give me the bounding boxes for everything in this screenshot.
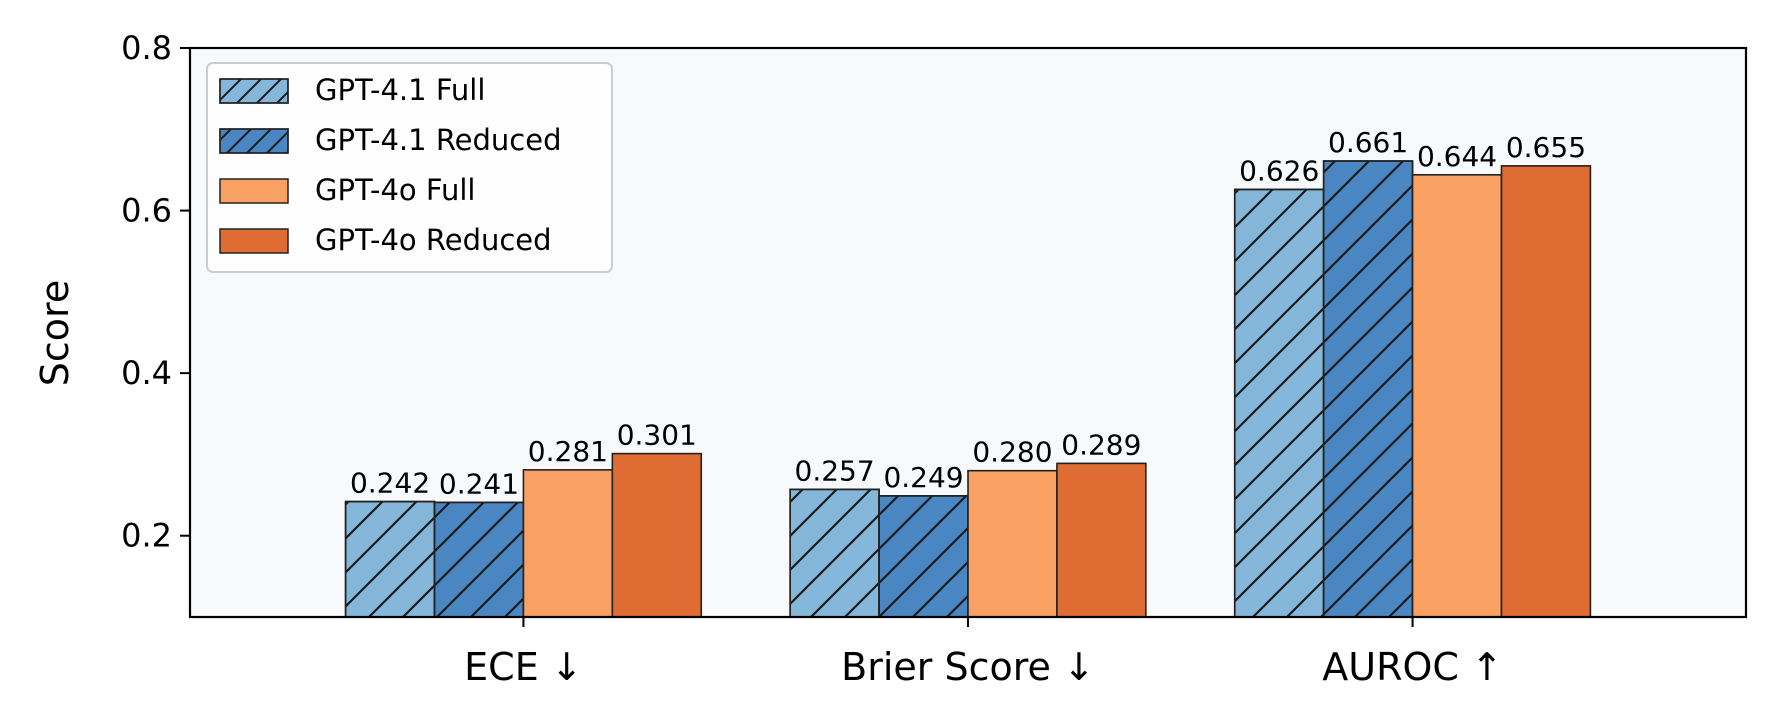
- legend-swatch-gpt-4o-full: [219, 178, 289, 204]
- x-axis: ECE ↓ Brier Score ↓ AUROC ↑: [464, 617, 1503, 689]
- legend-label-gpt-4-1-reduced: GPT-4.1 Reduced: [315, 123, 562, 157]
- x-tick-label: Brier Score ↓: [841, 645, 1095, 689]
- legend: GPT-4.1 Full GPT-4.1 Reduced GPT-4o Full GP…: [206, 62, 613, 273]
- value-label-gpt-4o-full-0: 0.281: [528, 435, 608, 468]
- value-label-gpt-4-1-full-0: 0.242: [350, 467, 430, 500]
- y-tick-label: 0.2: [121, 517, 172, 555]
- value-label-gpt-4o-reduced-2: 0.655: [1506, 131, 1586, 164]
- value-label-gpt-4-1-reduced-0: 0.241: [439, 467, 519, 500]
- value-label-gpt-4o-reduced-1: 0.289: [1061, 428, 1141, 461]
- bar-hatch-gpt-4-1-reduced-2: [1322, 160, 1414, 618]
- value-label-gpt-4o-reduced-0: 0.301: [617, 419, 697, 452]
- x-tick-label: AUROC ↑: [1322, 645, 1503, 689]
- bar-gpt-4o-reduced-2: [1500, 165, 1592, 618]
- legend-swatch-hatch-gpt-4-1-full: [219, 78, 289, 104]
- bar-gpt-4o-reduced-0: [611, 452, 703, 618]
- bar-hatch-gpt-4-1-full-1: [789, 488, 880, 618]
- value-label-gpt-4-1-full-1: 0.257: [795, 454, 875, 487]
- legend-label-gpt-4o-reduced: GPT-4o Reduced: [315, 223, 552, 257]
- legend-swatch-gpt-4o-reduced: [219, 228, 289, 254]
- bar-hatch-gpt-4-1-full-2: [1233, 188, 1325, 618]
- y-tick-label: 0.8: [121, 29, 172, 67]
- bar-hatch-gpt-4-1-reduced-1: [878, 495, 969, 618]
- value-label-gpt-4-1-reduced-1: 0.249: [883, 461, 963, 494]
- value-labels-layer: 0.242 0.257 0.626 0.241 0.249 0.661 0.281 0.280…: [350, 126, 1586, 500]
- legend-label-gpt-4-1-full: GPT-4.1 Full: [315, 73, 485, 107]
- value-label-gpt-4o-full-1: 0.280: [972, 436, 1052, 469]
- legend-swatch-hatch-gpt-4-1-reduced: [219, 128, 289, 154]
- bar-hatch-gpt-4-1-reduced-0: [433, 501, 525, 618]
- value-label-gpt-4-1-reduced-2: 0.661: [1328, 126, 1408, 159]
- legend-box: [206, 62, 613, 273]
- y-axis: 0.2 0.4 0.6 0.8: [121, 29, 190, 555]
- bar-gpt-4o-full-1: [967, 469, 1058, 618]
- value-label-gpt-4o-full-2: 0.644: [1417, 140, 1497, 173]
- x-tick-label: ECE ↓: [464, 645, 582, 689]
- bar-gpt-4o-reduced-1: [1056, 462, 1147, 618]
- bars-layer: [344, 160, 1592, 618]
- bar-gpt-4o-full-2: [1411, 174, 1503, 618]
- bar-gpt-4o-full-0: [522, 469, 614, 618]
- y-tick-label: 0.6: [121, 192, 172, 230]
- y-axis-label: Score: [33, 280, 77, 386]
- legend-label-gpt-4o-full: GPT-4o Full: [315, 173, 475, 207]
- y-tick-label: 0.4: [121, 354, 172, 392]
- bar-hatch-gpt-4-1-full-0: [344, 500, 436, 618]
- value-label-gpt-4-1-full-2: 0.626: [1239, 154, 1319, 187]
